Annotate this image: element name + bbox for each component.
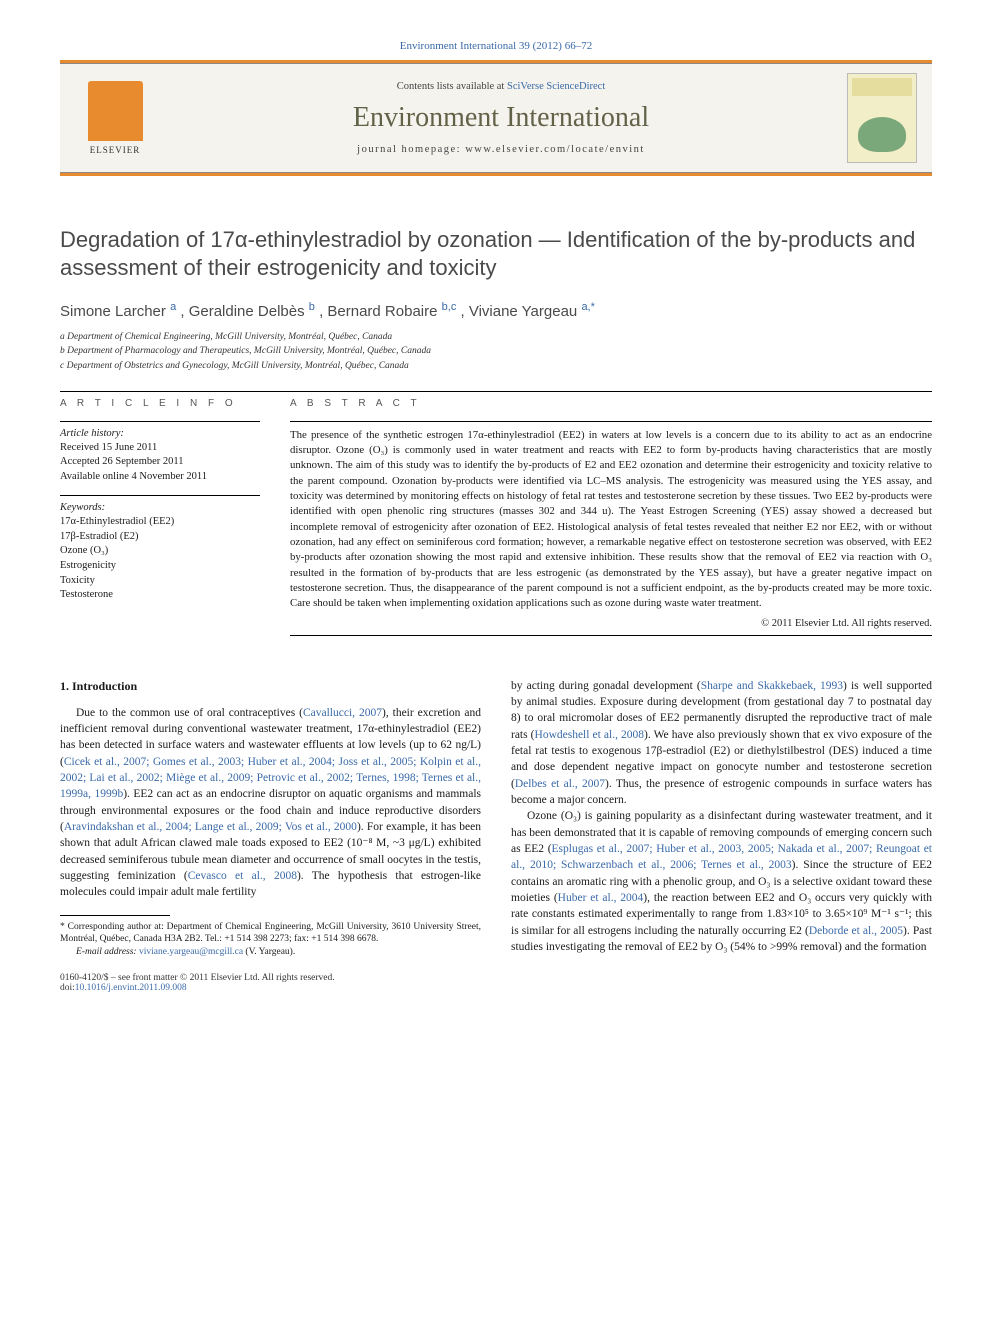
affiliation-a: a Department of Chemical Engineering, Mc… xyxy=(60,330,932,344)
rule-abs-bot xyxy=(290,635,932,636)
homepage-prefix: journal homepage: xyxy=(357,144,465,155)
article-title: Degradation of 17α-ethinylestradiol by o… xyxy=(60,226,932,281)
orange-rule-bottom xyxy=(60,173,932,176)
keyword-3: Ozone (O₃) xyxy=(60,544,260,559)
rule-abs-top xyxy=(290,421,932,422)
rule-info-1 xyxy=(60,421,260,422)
cite-cavallucci[interactable]: Cavallucci, 2007 xyxy=(303,707,382,719)
keyword-5: Toxicity xyxy=(60,574,260,589)
elsevier-tree-icon xyxy=(88,81,143,141)
journal-header-band: ELSEVIER Contents lists available at Sci… xyxy=(60,63,932,173)
cite-huber04[interactable]: Huber et al., 2004 xyxy=(558,892,644,904)
corresponding-star[interactable]: * xyxy=(591,301,595,313)
elsevier-logo: ELSEVIER xyxy=(75,73,155,163)
history-online: Available online 4 November 2011 xyxy=(60,470,260,485)
contents-prefix: Contents lists available at xyxy=(397,81,507,92)
abstract-column: A B S T R A C T The presence of the synt… xyxy=(290,398,932,642)
rule-info-2 xyxy=(60,495,260,496)
sciencedirect-link[interactable]: SciVerse ScienceDirect xyxy=(507,81,605,92)
author-4-aff[interactable]: a, xyxy=(581,301,590,313)
doi-link[interactable]: 10.1016/j.envint.2011.09.008 xyxy=(75,983,187,993)
keyword-2: 17β-Estradiol (E2) xyxy=(60,530,260,545)
homepage-url[interactable]: www.elsevier.com/locate/envint xyxy=(465,144,645,155)
journal-cover-thumbnail xyxy=(847,73,917,163)
front-matter-line: 0160-4120/$ – see front matter © 2011 El… xyxy=(60,973,335,983)
cite-howdeshell[interactable]: Howdeshell et al., 2008 xyxy=(535,729,645,741)
history-label: Article history: xyxy=(60,428,260,439)
abstract-text: The presence of the synthetic estrogen 1… xyxy=(290,428,932,612)
intro-paragraph-1: Due to the common use of oral contracept… xyxy=(60,705,481,901)
author-1-aff[interactable]: a xyxy=(170,301,176,313)
author-1: Simone Larcher xyxy=(60,303,170,320)
intro-paragraph-1-cont: by acting during gonadal development (Sh… xyxy=(511,678,932,809)
rule-above-info xyxy=(60,391,932,392)
keywords-block: 17α-Ethinylestradiol (EE2) 17β-Estradiol… xyxy=(60,515,260,603)
history-received: Received 15 June 2011 xyxy=(60,441,260,456)
author-2-aff[interactable]: b xyxy=(309,301,315,313)
keywords-label: Keywords: xyxy=(60,502,260,513)
keyword-1: 17α-Ethinylestradiol (EE2) xyxy=(60,515,260,530)
t: Due to the common use of oral contracept… xyxy=(76,707,303,719)
t: by acting during gonadal development ( xyxy=(511,680,701,692)
affiliation-c: c Department of Obstetrics and Gynecolog… xyxy=(60,359,932,373)
intro-paragraph-2: Ozone (O₃) is gaining popularity as a di… xyxy=(511,808,932,955)
footnote-separator xyxy=(60,915,170,916)
journal-name: Environment International xyxy=(170,102,832,134)
article-info-head: A R T I C L E I N F O xyxy=(60,398,260,409)
cite-delbes[interactable]: Delbes et al., 2007 xyxy=(515,778,605,790)
cite-cevasco[interactable]: Cevasco et al., 2008 xyxy=(188,870,297,882)
page-footer: 0160-4120/$ – see front matter © 2011 El… xyxy=(60,973,932,993)
email-label: E-mail address: xyxy=(76,947,139,957)
corresponding-footnote: * Corresponding author at: Department of… xyxy=(60,921,481,959)
author-2: , Geraldine Delbès xyxy=(180,303,308,320)
running-head: Environment International 39 (2012) 66–7… xyxy=(60,40,932,52)
keyword-4: Estrogenicity xyxy=(60,559,260,574)
journal-homepage-line: journal homepage: www.elsevier.com/locat… xyxy=(170,144,832,155)
author-3: , Bernard Robaire xyxy=(319,303,442,320)
cite-deborde[interactable]: Deborde et al., 2005 xyxy=(809,925,903,937)
doi-prefix: doi: xyxy=(60,983,75,993)
cite-sharpe[interactable]: Sharpe and Skakkebaek, 1993 xyxy=(701,680,843,692)
author-3-aff[interactable]: b,c xyxy=(442,301,457,313)
author-list: Simone Larcher a , Geraldine Delbès b , … xyxy=(60,301,932,320)
contents-lists-line: Contents lists available at SciVerse Sci… xyxy=(170,81,832,92)
abstract-head: A B S T R A C T xyxy=(290,398,932,409)
keyword-6: Testosterone xyxy=(60,588,260,603)
elsevier-wordmark: ELSEVIER xyxy=(90,145,141,155)
footnote-corr-text: * Corresponding author at: Department of… xyxy=(60,921,481,947)
article-info-column: A R T I C L E I N F O Article history: R… xyxy=(60,398,260,642)
history-accepted: Accepted 26 September 2011 xyxy=(60,455,260,470)
affiliations-block: a Department of Chemical Engineering, Mc… xyxy=(60,330,932,373)
body-two-column: 1. Introduction Due to the common use of… xyxy=(60,678,932,959)
corresponding-email[interactable]: viviane.yargeau@mcgill.ca xyxy=(139,947,243,957)
email-name-suffix: (V. Yargeau). xyxy=(243,947,295,957)
history-block: Received 15 June 2011 Accepted 26 Septem… xyxy=(60,441,260,485)
affiliation-b: b Department of Pharmacology and Therape… xyxy=(60,344,932,358)
author-4: , Viviane Yargeau xyxy=(461,303,582,320)
cite-multi-2[interactable]: Aravindakshan et al., 2004; Lange et al.… xyxy=(64,821,357,833)
copyright-line: © 2011 Elsevier Ltd. All rights reserved… xyxy=(290,618,932,629)
intro-heading: 1. Introduction xyxy=(60,678,481,695)
